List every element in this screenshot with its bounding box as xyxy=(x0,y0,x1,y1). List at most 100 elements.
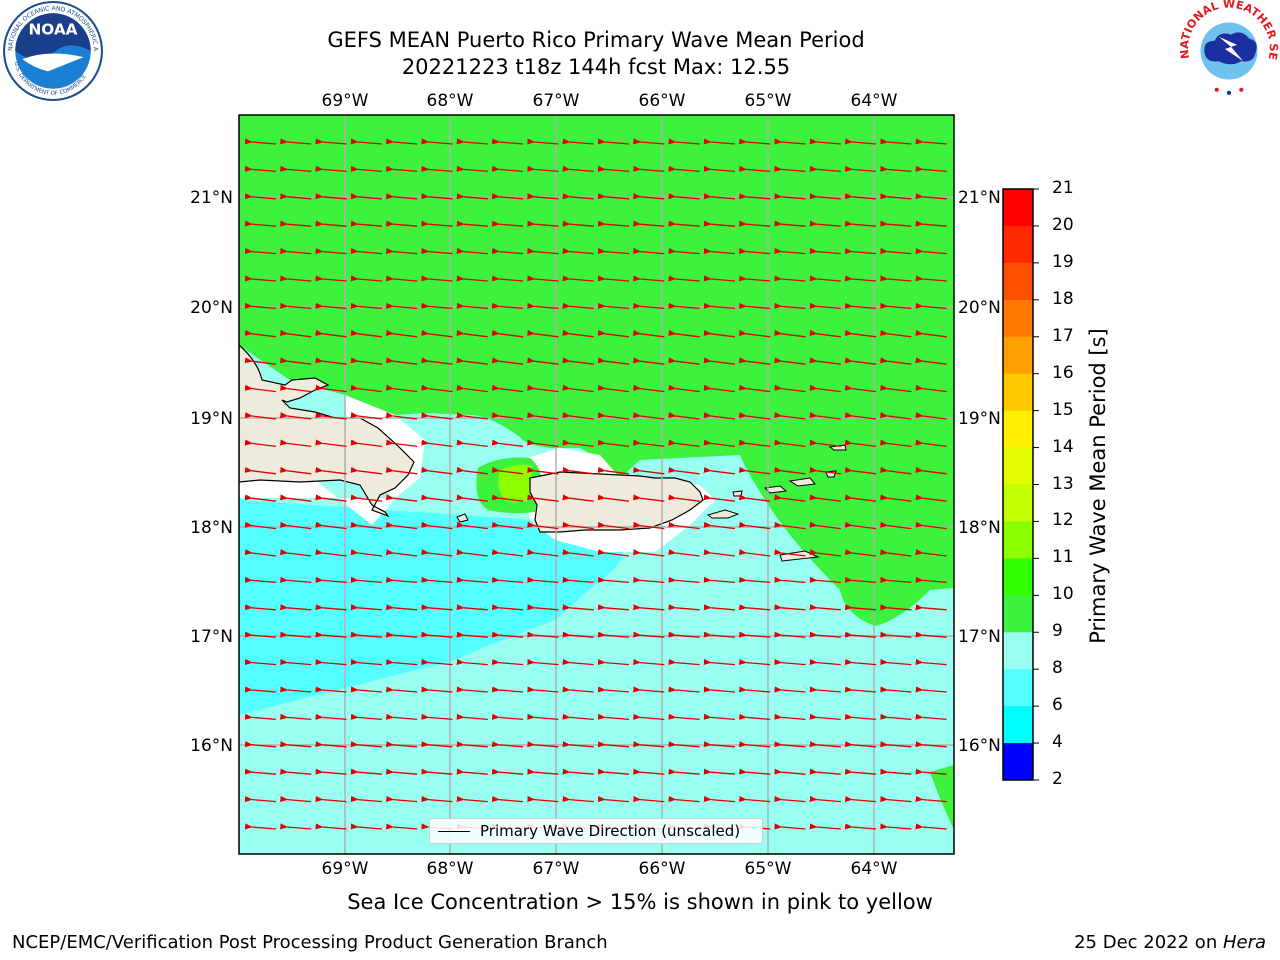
wave-arrow xyxy=(456,631,488,638)
colorbar-tick-label: 13 xyxy=(1052,473,1074,494)
wave-arrow xyxy=(668,604,700,611)
wave-arrow xyxy=(456,604,488,611)
wave-arrow xyxy=(668,741,700,748)
colorbar-segment xyxy=(1003,373,1033,412)
footer-date: 25 Dec 2022 on Hera xyxy=(1074,932,1266,953)
wave-arrow xyxy=(880,384,912,393)
wave-arrow xyxy=(703,549,735,557)
wave-arrow xyxy=(915,576,947,584)
wave-arrow xyxy=(385,521,418,530)
wave-arrow xyxy=(421,329,453,338)
wave-arrow xyxy=(809,796,841,803)
wave-arrow xyxy=(915,604,947,611)
wave-arrow xyxy=(880,439,912,448)
wave-arrow xyxy=(562,631,594,638)
wave-arrow xyxy=(668,521,700,530)
colorbar-segment xyxy=(1003,706,1033,744)
wave-arrow xyxy=(244,329,277,338)
wave-arrow xyxy=(738,549,771,557)
wave-arrow xyxy=(738,604,771,611)
wave-arrow xyxy=(880,686,912,693)
wave-arrow xyxy=(809,521,841,530)
wave-arrow xyxy=(668,138,700,145)
wave-arrow xyxy=(350,302,382,310)
wave-arrow xyxy=(279,329,312,338)
wave-arrow xyxy=(915,248,947,255)
wave-arrow xyxy=(315,439,347,448)
wave-arrow xyxy=(880,713,912,721)
wave-arrow xyxy=(703,275,735,282)
wave-arrow xyxy=(456,768,488,775)
wave-arrow xyxy=(597,576,630,584)
wave-arrow xyxy=(880,302,912,310)
wave-arrow xyxy=(527,439,559,448)
wave-arrow xyxy=(491,165,524,173)
wave-arrow xyxy=(315,741,347,748)
colorbar-segment xyxy=(1003,410,1033,449)
mona-island xyxy=(456,513,469,523)
wave-arrow xyxy=(315,494,347,502)
noaa-logo-text: NOAA xyxy=(28,21,77,39)
wave-arrow xyxy=(633,631,665,638)
wave-arrow xyxy=(385,302,418,310)
wave-arrow xyxy=(915,275,947,282)
wave-arrow xyxy=(774,439,806,448)
wave-arrow xyxy=(597,357,630,365)
wave-arrow xyxy=(280,248,312,255)
lat-label-left: 20°N xyxy=(190,298,233,318)
wave-arrow xyxy=(279,494,312,502)
colorbar-tick-label: 11 xyxy=(1052,547,1074,568)
wave-arrow xyxy=(527,549,559,557)
wave-arrow xyxy=(880,220,912,227)
wave-arrow xyxy=(774,576,806,584)
wave-arrow xyxy=(456,412,488,420)
wave-arrow xyxy=(456,686,488,693)
wave-arrow xyxy=(491,138,524,145)
wave-arrow xyxy=(279,549,312,557)
wave-arrow xyxy=(527,796,559,803)
wave-arrow xyxy=(915,384,947,393)
wave-arrow xyxy=(668,659,700,666)
wave-arrow xyxy=(632,494,665,502)
wave-arrow xyxy=(315,275,347,282)
wave-arrow xyxy=(456,193,488,200)
wave-arrow xyxy=(280,220,312,227)
wave-arrow xyxy=(915,165,947,173)
wave-arrow xyxy=(279,521,312,530)
wave-arrow xyxy=(668,796,700,803)
wave-arrow xyxy=(774,521,806,530)
wave-arrow xyxy=(385,138,418,145)
wave-arrow xyxy=(633,604,665,611)
wave-arrow xyxy=(456,329,488,338)
colorbar xyxy=(1002,188,1039,781)
wave-arrow xyxy=(597,165,630,173)
wave-arrow xyxy=(633,768,665,775)
wave-arrow xyxy=(421,138,453,145)
wave-arrow xyxy=(527,686,559,693)
wave-arrow xyxy=(527,329,559,338)
wave-arrow xyxy=(456,275,488,282)
wave-arrow xyxy=(244,193,277,200)
wave-arrow xyxy=(244,494,277,502)
wave-arrow xyxy=(527,604,559,611)
wave-arrow xyxy=(703,329,735,338)
wave-arrow xyxy=(915,412,947,420)
wave-arrow xyxy=(844,659,877,666)
footer-machine: Hera xyxy=(1222,932,1266,953)
wave-arrow xyxy=(491,768,524,775)
wave-arrow xyxy=(880,357,912,365)
wave-arrow xyxy=(244,549,277,557)
wave-arrow xyxy=(809,439,841,448)
wave-arrow xyxy=(456,796,488,803)
wave-arrow xyxy=(668,329,700,338)
map-axis-labels: 69°W 69°W 68°W 68°W 67°W 67°W 66°W 66°W 65°W 65°W… xyxy=(190,91,1001,879)
wave-arrow xyxy=(809,193,841,200)
wave-arrow xyxy=(491,412,524,420)
wave-arrow xyxy=(491,713,524,721)
wave-arrow xyxy=(844,796,877,803)
wave-arrow xyxy=(315,466,347,475)
wave-arrow xyxy=(633,220,665,227)
wave-arrow xyxy=(491,686,524,693)
wave-arrow xyxy=(738,741,771,748)
wave-arrow xyxy=(915,713,947,721)
